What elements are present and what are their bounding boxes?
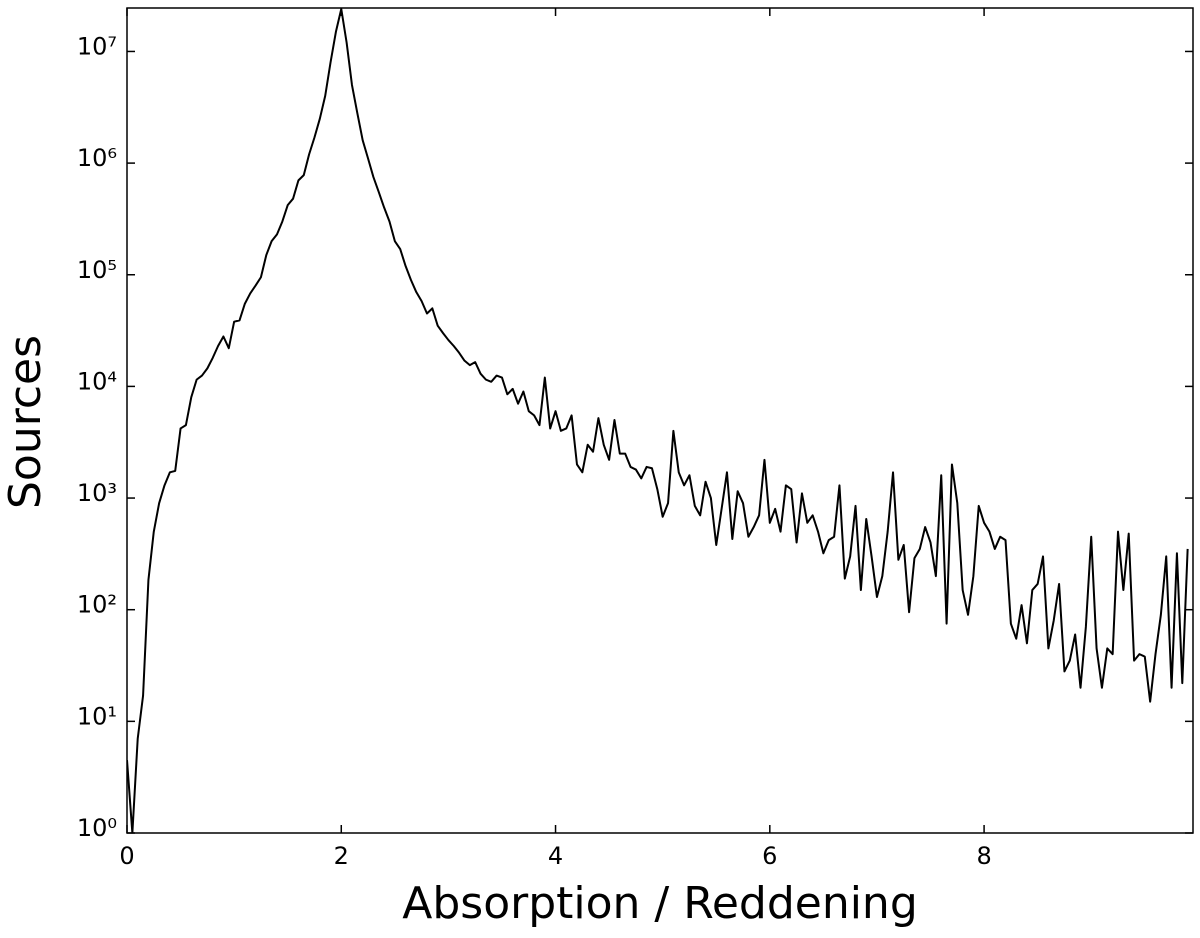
x-tick-label: 8 <box>976 842 991 870</box>
y-tick-label: 10⁶ <box>77 144 117 172</box>
y-tick-label: 10⁷ <box>77 32 117 60</box>
y-tick-label: 10³ <box>77 479 117 507</box>
data-line <box>127 8 1189 833</box>
y-tick-label: 10¹ <box>77 702 117 730</box>
y-tick-label: 10⁵ <box>77 256 117 284</box>
x-tick-label: 4 <box>548 842 563 870</box>
y-tick-label: 10² <box>77 591 117 619</box>
x-tick-label: 0 <box>119 842 134 870</box>
x-axis-label: Absorption / Reddening <box>402 878 918 929</box>
y-tick-label: 10⁰ <box>77 814 117 842</box>
y-tick-label: 10⁴ <box>77 367 117 395</box>
x-tick-label: 6 <box>762 842 777 870</box>
plot-frame <box>126 7 1194 834</box>
x-tick-label: 2 <box>334 842 349 870</box>
y-axis-label: Sources <box>0 335 51 509</box>
